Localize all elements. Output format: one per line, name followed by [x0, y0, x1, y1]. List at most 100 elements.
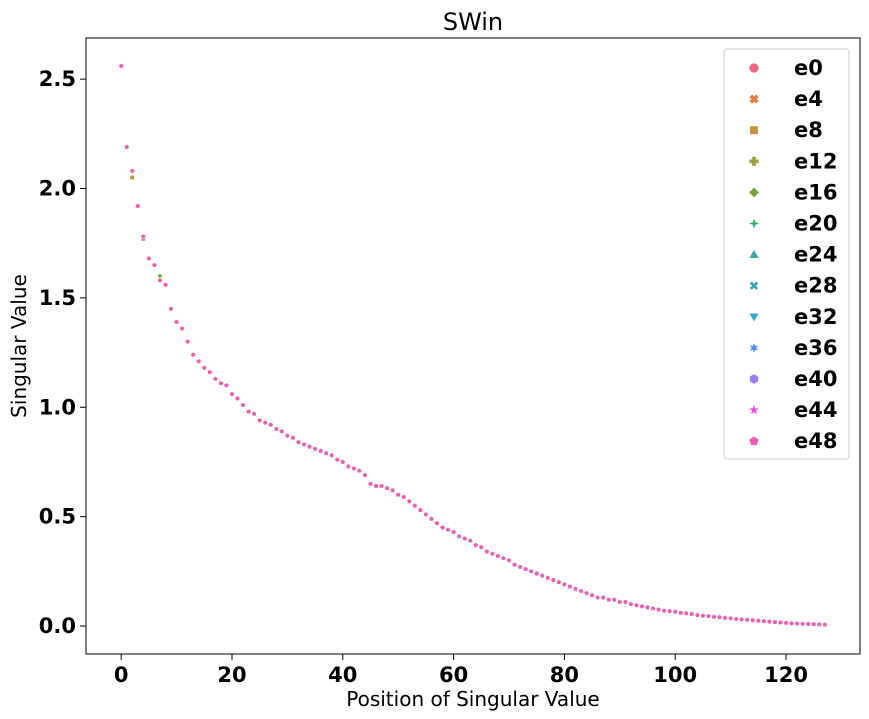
legend: e0 e4 e8 e12 e16 e20 e24 e28 e32 e36 e40 e44 e48	[723, 48, 850, 460]
legend-label-e4: e4	[794, 87, 823, 111]
point-e48	[589, 592, 596, 598]
point-e48	[760, 618, 767, 624]
point-e48	[627, 601, 634, 607]
point-e48	[439, 524, 446, 531]
point-e48	[284, 432, 291, 439]
y-axis-label: Singular Value	[7, 274, 31, 418]
point-e48	[650, 605, 657, 612]
point-e48	[688, 610, 695, 617]
legend-marker-e36	[749, 343, 759, 353]
point-e48	[749, 617, 756, 623]
legend-marker-e48	[749, 436, 759, 446]
point-e48	[362, 471, 368, 478]
point-e48	[821, 621, 828, 628]
point-e48	[816, 621, 823, 627]
point-e48	[179, 325, 186, 332]
point-e48	[677, 609, 684, 616]
point-e48	[699, 612, 706, 619]
legend-label-e32: e32	[794, 305, 837, 329]
point-e48	[134, 202, 141, 209]
point-e48	[395, 491, 402, 498]
point-e48	[616, 598, 623, 605]
y-tick-label: 2.5	[39, 67, 76, 91]
point-e48	[345, 463, 352, 469]
point-e48	[683, 610, 690, 616]
point-e48	[384, 485, 391, 491]
point-e48	[157, 277, 163, 283]
point-e48	[810, 621, 817, 627]
legend-marker-e32	[749, 313, 759, 322]
legend-frame	[723, 48, 850, 460]
legend-marker-e12	[749, 156, 759, 166]
x-axis-ticks: 0 20 40 60 80 100 120	[114, 654, 808, 687]
point-e48	[528, 568, 535, 574]
point-e48	[506, 557, 512, 563]
point-e48	[672, 608, 679, 615]
point-e48	[567, 583, 573, 590]
x-tick-label: 60	[439, 663, 468, 687]
point-e48	[206, 369, 213, 375]
legend-label-e48: e48	[794, 429, 837, 453]
legend-label-e0: e0	[794, 56, 823, 80]
point-e48	[422, 511, 429, 517]
point-e48	[622, 598, 629, 605]
point-e48	[533, 570, 540, 577]
legend-marker-e28	[749, 281, 759, 290]
point-e48	[783, 619, 789, 626]
point-e48	[711, 613, 717, 620]
point-e48	[489, 550, 496, 557]
point-e48	[467, 537, 474, 544]
point-e48	[168, 305, 174, 312]
point-e48	[434, 520, 440, 526]
point-e48	[123, 143, 130, 150]
y-tick-label: 2.0	[39, 177, 76, 201]
point-e48	[145, 255, 152, 262]
legend-label-e24: e24	[794, 243, 837, 267]
point-e48	[788, 620, 795, 626]
legend-label-e16: e16	[794, 180, 837, 204]
point-e48	[727, 615, 734, 621]
point-e48	[301, 441, 307, 447]
point-e48	[694, 611, 701, 618]
point-e48	[550, 576, 557, 583]
point-e48	[118, 62, 125, 69]
point-e48	[173, 318, 180, 325]
point-e48	[306, 443, 313, 450]
legend-marker-e24	[749, 250, 759, 258]
point-e48	[217, 380, 224, 386]
point-e48	[356, 467, 363, 474]
point-e48	[633, 602, 640, 608]
point-e48	[500, 555, 507, 561]
legend-label-e8: e8	[794, 118, 823, 142]
point-e48	[517, 563, 524, 570]
legend-label-e44: e44	[794, 398, 837, 422]
point-e48	[295, 439, 302, 445]
point-e48	[561, 581, 568, 587]
point-e48	[605, 596, 612, 603]
point-e48	[417, 506, 424, 513]
x-tick-label: 80	[550, 663, 579, 687]
point-e48	[539, 572, 546, 579]
point-e48	[129, 167, 136, 174]
point-e48	[151, 261, 158, 268]
point-e48	[273, 426, 280, 432]
point-e48	[738, 616, 745, 622]
point-e48	[317, 447, 324, 454]
point-e48	[212, 375, 219, 382]
point-e48	[600, 594, 607, 601]
point-e48	[472, 541, 479, 548]
point-e48	[445, 526, 452, 533]
point-e48	[373, 482, 379, 489]
point-e48	[378, 482, 385, 489]
point-e48	[755, 617, 762, 624]
point-e48	[644, 604, 651, 610]
legend-label-e36: e36	[794, 336, 837, 360]
point-e48	[195, 358, 202, 364]
point-e48	[522, 566, 529, 572]
point-e48	[234, 395, 241, 402]
x-tick-label: 40	[328, 663, 357, 687]
plot-area-frame	[85, 37, 861, 655]
point-e48	[367, 480, 374, 487]
point-e48	[594, 594, 601, 601]
x-tick-label: 20	[217, 663, 246, 687]
